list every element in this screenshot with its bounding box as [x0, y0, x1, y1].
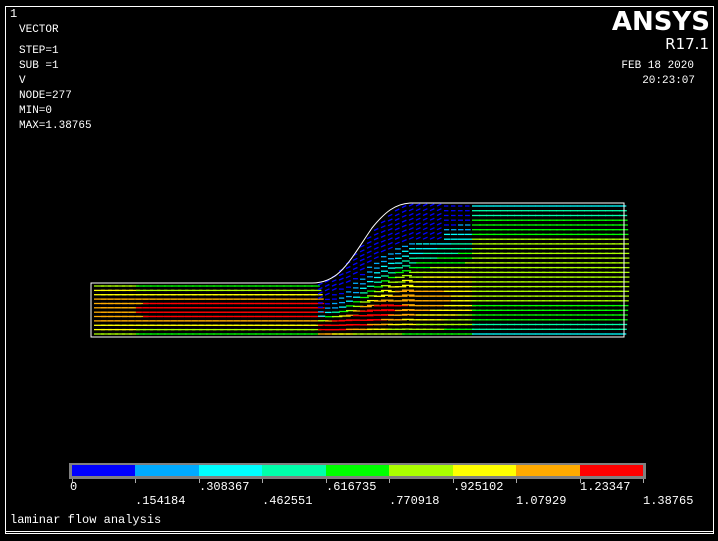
item-label: V	[19, 75, 26, 87]
legend-tick	[135, 479, 136, 483]
legend-tick	[516, 479, 517, 483]
velocity-vectors	[94, 203, 630, 335]
max-label: MAX=1.38765	[19, 120, 92, 132]
legend-label: 1.07929	[516, 494, 567, 508]
legend-swatch	[262, 465, 326, 476]
legend-label: .925102	[453, 480, 504, 494]
domain-boundary	[90, 202, 625, 338]
legend-tick	[199, 479, 200, 483]
legend-tick	[262, 479, 263, 483]
legend-tick	[326, 479, 327, 483]
substep-label: SUB =1	[19, 60, 59, 72]
ansys-logo: ANSYS	[611, 7, 710, 37]
separator-line	[5, 531, 714, 532]
legend-tick	[453, 479, 454, 483]
legend-tick	[389, 479, 390, 483]
node-label: NODE=277	[19, 90, 72, 102]
legend-label: .462551	[262, 494, 313, 508]
legend-tick	[580, 479, 581, 483]
legend-label: .154184	[135, 494, 186, 508]
time-label: 20:23:07	[642, 75, 695, 87]
legend-swatch	[72, 465, 136, 476]
step-label: STEP=1	[19, 45, 59, 57]
plot-type-label: VECTOR	[19, 24, 59, 36]
min-label: MIN=0	[19, 105, 53, 117]
color-legend	[69, 463, 646, 479]
legend-swatch	[516, 465, 580, 476]
graphics-window-frame	[5, 6, 714, 534]
legend-label: .616735	[326, 480, 377, 494]
legend-label: 0	[70, 480, 78, 494]
legend-tick	[643, 479, 644, 483]
legend-swatch	[452, 465, 517, 476]
legend-swatch	[389, 465, 453, 476]
release-label: R17.1	[665, 35, 709, 53]
legend-swatch	[579, 465, 643, 476]
legend-label: 1.38765	[643, 494, 694, 508]
legend-label: 1.23347	[580, 480, 631, 494]
date-label: FEB 18 2020	[621, 60, 694, 72]
legend-label: .308367	[199, 480, 250, 494]
plot-subtitle: laminar flow analysis	[10, 513, 162, 527]
legend-swatch	[325, 465, 390, 476]
legend-label: .770918	[389, 494, 440, 508]
window-number: 1	[10, 7, 18, 21]
legend-tick	[72, 479, 73, 483]
legend-swatch	[135, 465, 199, 476]
legend-swatch	[198, 465, 263, 476]
